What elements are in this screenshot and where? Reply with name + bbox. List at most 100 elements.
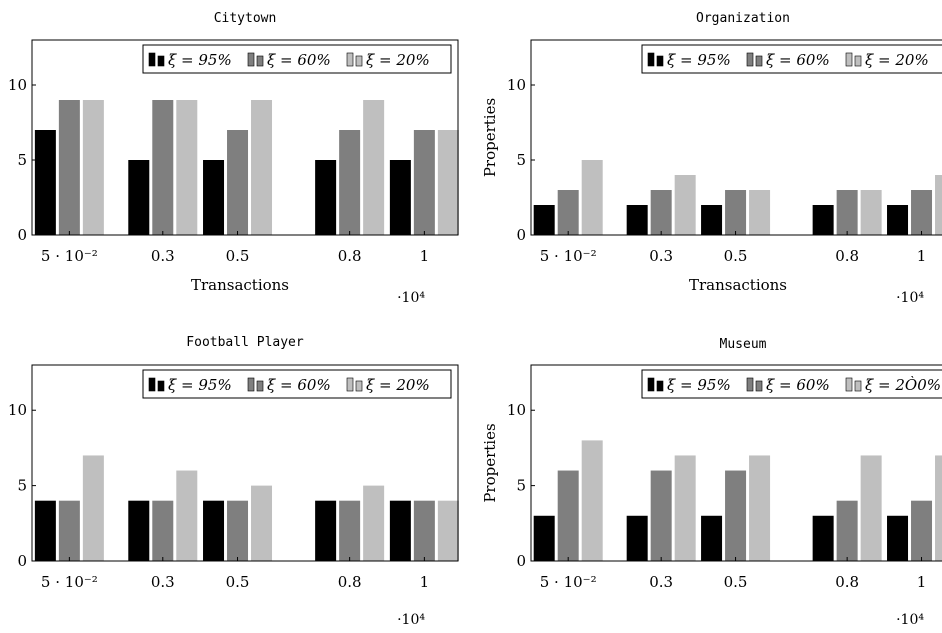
x-tick-label: 0.8 [835,573,859,591]
bar [315,160,337,235]
legend-swatch [148,52,156,67]
legend-swatch [755,380,763,392]
bar [363,100,385,235]
x-tick-label: 1 [917,247,927,265]
bar [674,455,696,561]
bar [128,500,150,561]
bar [557,470,579,561]
legend-swatch [656,380,664,392]
legend-swatch [256,55,264,67]
legend-swatch [157,380,165,392]
legend-swatch [854,380,862,392]
y-tick-label: 10 [8,76,27,94]
x-axis-label: Transactions [689,276,787,294]
bar [626,205,648,235]
bar [152,500,174,561]
bar [82,455,104,561]
x-axis-label: Transactions [191,276,289,294]
bar [650,470,672,561]
legend-swatch [247,52,255,67]
bar [626,515,648,561]
legend-label: ξ = 95% [667,376,731,394]
bar [836,190,858,235]
x-tick-label: 0.5 [226,573,250,591]
bar [251,100,273,235]
y-tick-label: 0 [516,226,526,244]
legend-box [641,369,942,399]
x-tick-label: 0.5 [724,573,748,591]
bar [860,190,882,235]
bar [339,130,361,235]
bar [34,130,56,235]
chart-panel-2: Organization 0 5 10 5 · 10⁻² 0.3 0.5 0.8 1 Transa… [481,11,942,306]
bar [812,515,834,561]
legend: ξ = 95% ξ = 60% ξ = 20% [641,44,942,74]
y-tick-label: 10 [507,76,526,94]
x-scale-note: ·10⁴ [896,290,924,306]
bar [935,455,942,561]
legend-swatch [746,377,754,392]
plot-frame [530,364,942,562]
x-tick-label: 0.3 [649,573,673,591]
bar [836,500,858,561]
legend-label: ξ = 60% [766,51,830,69]
x-tick-label: 5 · 10⁻² [41,573,98,591]
bar [701,205,723,235]
bar [674,175,696,235]
x-tick-label: 1 [420,573,430,591]
x-scale-note: ·10⁴ [896,612,924,628]
legend-swatch [346,52,354,67]
y-tick-label: 5 [17,151,27,169]
legend-swatch [157,55,165,67]
y-axis-label: Properties [481,98,499,177]
legend-swatch [256,380,264,392]
bar [533,205,555,235]
legend-swatch [148,377,156,392]
legend-swatch [346,377,354,392]
y-tick-label: 5 [516,477,526,495]
bar [911,190,933,235]
bar [363,485,385,561]
legend-swatch [355,55,363,67]
x-tick-label: 0.8 [338,247,362,265]
x-tick-label: 0.3 [151,247,175,265]
legend-swatch [355,380,363,392]
y-tick-label: 0 [17,226,27,244]
legend-box [641,44,942,74]
x-scale-note: ·10⁴ [397,612,425,628]
legend-label: ξ = 60% [267,51,331,69]
x-tick-label: 0.8 [338,573,362,591]
legend-label: ξ = 95% [667,51,731,69]
bar [725,190,747,235]
bar [176,470,198,561]
bar [389,500,411,561]
bar [315,500,337,561]
plot-frame [31,364,459,562]
bar [749,455,771,561]
legend-swatch [845,52,853,67]
x-scale-note: ·10⁴ [397,290,425,306]
legend-label: ξ = 60% [766,376,830,394]
bar [437,500,459,561]
bar [581,440,603,561]
y-tick-label: 0 [516,552,526,570]
legend-label: ξ = 95% [168,51,232,69]
bar [887,515,909,561]
x-tick-label: 5 · 10⁻² [540,247,597,265]
legend: ξ = 95% ξ = 60% ξ = 2Ò0% [641,369,942,399]
plot-frame [31,39,459,236]
y-tick-label: 10 [507,401,526,419]
x-tick-label: 0.5 [724,247,748,265]
legend-box [142,44,452,74]
bar [82,100,104,235]
bar [935,175,942,235]
chart-title: Organization [696,11,790,26]
chart-panel-4: Museum 0 5 10 5 · 10⁻² 0.3 0.5 0.8 1 Properties ·1… [481,337,942,628]
bar [128,160,150,235]
x-tick-label: 5 · 10⁻² [540,573,597,591]
legend-label: ξ = 95% [168,376,232,394]
chart-panel-3: Football Player 0 5 10 5 · 10⁻² 0.3 0.5 0.8 1 ·10… [8,335,459,628]
bar [152,100,174,235]
